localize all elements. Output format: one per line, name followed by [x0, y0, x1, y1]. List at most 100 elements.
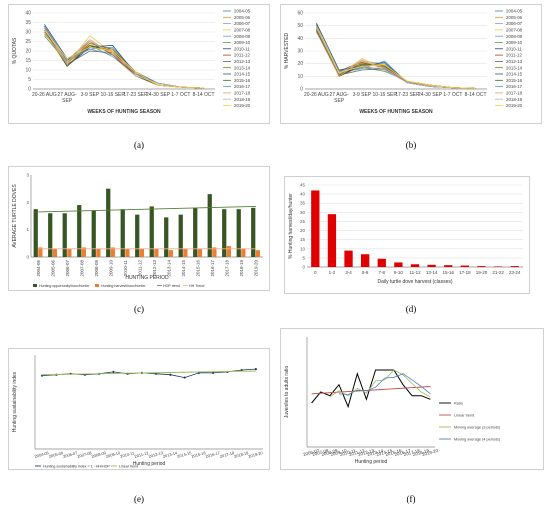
- caption-e: (e): [134, 494, 144, 504]
- y-axis-label: Juveniles to adults ratio: [284, 366, 290, 418]
- x-tick-label: SEP: [334, 98, 345, 104]
- legend-label: 2016-17: [234, 84, 251, 89]
- x-tick-label: 2014-15: [176, 450, 192, 459]
- x-tick-label: 2004-05: [34, 450, 50, 459]
- bar: [33, 209, 38, 257]
- legend-label: 2007-08: [234, 28, 251, 33]
- bar: [212, 247, 217, 257]
- series-line: [316, 26, 476, 89]
- legend-label: HH Trend: [189, 284, 204, 288]
- data-point: [240, 368, 243, 372]
- x-tick-label: 15-16: [442, 270, 454, 275]
- y-axis-label: AVERAGE TURTLE DOVES: [12, 184, 18, 248]
- panel-b: 0 10 20 30 40 50 60 20-26 AUG 27 AUG- SEP 3-9 SEP…: [280, 4, 542, 124]
- x-tick-label: 3-4: [345, 270, 352, 275]
- legend-label: 2018-19: [506, 97, 523, 102]
- caption-c: (c): [134, 304, 144, 314]
- bar: [62, 213, 67, 257]
- legend-label: 2010-11: [506, 46, 522, 51]
- series-line: [316, 28, 476, 89]
- bar: [48, 213, 53, 257]
- x-tick-label: 17-23 SEP: [395, 92, 420, 98]
- x-tick-label: 2017-18: [219, 450, 235, 459]
- x-tick-label: 2010-11: [339, 448, 356, 457]
- series-line: [316, 25, 476, 89]
- data-point: [169, 373, 172, 376]
- x-tick-label: 23-24: [509, 270, 521, 275]
- x-tick-label: 13-14: [426, 270, 438, 275]
- x-tick-label: 2008-09: [94, 260, 99, 277]
- data-point: [183, 376, 186, 379]
- bar: [178, 214, 183, 257]
- x-tick-label: 19-20: [476, 270, 488, 275]
- x-tick-label: 2018-19: [233, 450, 249, 459]
- x-tick-label: SEP: [62, 98, 73, 104]
- x-tick-label: 10-16 SEP: [373, 92, 398, 98]
- y-tick-label: 50: [297, 23, 303, 29]
- x-tick-label: 20-26 AUG: [304, 92, 329, 98]
- bar: [377, 258, 386, 267]
- x-tick-label: 2010-11: [120, 450, 136, 459]
- bar: [154, 248, 159, 257]
- legend-label: Moving average (3 periods): [454, 426, 501, 430]
- series-line: [316, 25, 476, 89]
- legend-label: Hunting sustainability index = 1 - HH/HO…: [43, 465, 110, 469]
- x-tick-label: 7-8: [379, 270, 386, 275]
- y-axis-label: Hunting sustainability index: [12, 371, 18, 432]
- y-tick-label: 20: [25, 49, 31, 55]
- x-tick-label: 2007-08: [312, 448, 330, 457]
- bar: [52, 248, 57, 257]
- legend-label: Moving average (4 periods): [454, 438, 501, 442]
- y-tick-label: 30: [300, 210, 306, 215]
- x-tick-label: 2016-17: [205, 450, 221, 459]
- bar: [38, 247, 43, 257]
- bar: [193, 207, 198, 257]
- y-tick-label: 0: [302, 265, 305, 270]
- legend-label: 2006-07: [234, 21, 251, 26]
- bar: [444, 265, 453, 267]
- x-tick-label: 2007-08: [77, 450, 93, 459]
- series-line: [44, 26, 204, 89]
- bar: [81, 247, 86, 257]
- y-tick-label: 35: [25, 20, 31, 26]
- x-tick-label: 2009-10: [330, 448, 348, 457]
- y-tick-label: 25: [25, 39, 31, 45]
- x-tick-label: 2015-16: [191, 450, 207, 459]
- legend-label: 2017-18: [234, 91, 251, 96]
- series-line: [316, 31, 476, 89]
- series-line: [316, 30, 476, 89]
- series-line: [316, 26, 476, 89]
- bar: [207, 194, 212, 257]
- bar: [91, 210, 96, 257]
- x-tick-label: 8-14 OCT: [193, 92, 215, 98]
- caption-d: (d): [405, 304, 417, 314]
- bar: [197, 248, 202, 257]
- bar: [394, 262, 403, 267]
- x-tick-label: 2006-07: [303, 448, 321, 457]
- y-tick-label: 45: [300, 183, 306, 188]
- legend-label: 2016-17: [506, 84, 523, 89]
- x-axis-label: Hunting period: [133, 461, 166, 467]
- x-tick-label: 21-22: [492, 270, 504, 275]
- series-line: [42, 368, 256, 379]
- x-tick-label: 2017-18: [224, 260, 229, 277]
- bar: [226, 246, 231, 257]
- x-tick-label: 2014-15: [181, 260, 186, 277]
- legend-label: 2009-10: [506, 40, 523, 45]
- x-tick-label: 5-6: [362, 270, 369, 275]
- legend-label: 2011-12: [234, 53, 250, 58]
- caption-b: (b): [405, 140, 417, 150]
- bar: [164, 217, 169, 257]
- legend-label: 2008-09: [234, 34, 251, 39]
- bar: [135, 214, 140, 257]
- legend-label: 2018-19: [234, 97, 251, 102]
- legend-label: 2012-13: [234, 59, 251, 64]
- panel-f: 2006-07 2007-08 2008-09 2009-10 2010-11 2011-…: [280, 328, 544, 470]
- y-tick-label: 15: [300, 237, 306, 242]
- data-point: [155, 372, 158, 375]
- trend-line: [38, 205, 256, 213]
- legend-label: 2005-06: [506, 15, 523, 20]
- bar: [327, 214, 337, 267]
- legend-label: HOP trend: [163, 284, 180, 288]
- bar: [460, 265, 469, 267]
